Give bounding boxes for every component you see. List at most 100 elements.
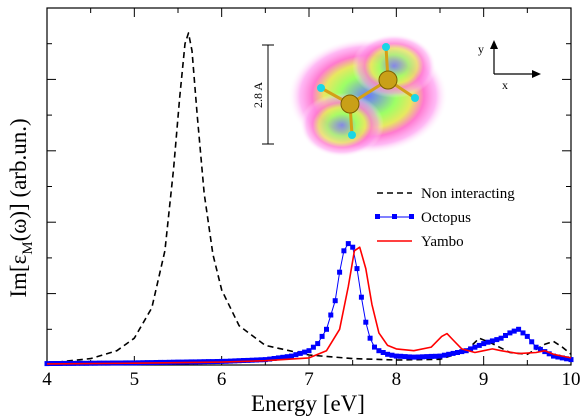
atom-h-1 bbox=[317, 84, 325, 92]
atom-h-2 bbox=[348, 131, 356, 139]
x-tick-label-10: 10 bbox=[562, 369, 581, 390]
octopus-marker bbox=[236, 358, 242, 364]
octopus-marker bbox=[533, 344, 539, 350]
y-axis-title: Im[εM(ω)] (arb.un.) bbox=[6, 118, 36, 297]
octopus-marker bbox=[376, 348, 382, 354]
octopus-marker bbox=[310, 344, 316, 350]
octopus-marker bbox=[455, 350, 460, 355]
octopus-marker bbox=[385, 351, 391, 357]
legend-item-non-interacting: Non interacting bbox=[377, 186, 515, 202]
octopus-marker bbox=[249, 357, 255, 363]
legend-marker-octopus-1 bbox=[375, 214, 380, 219]
octopus-marker bbox=[254, 357, 260, 363]
inset-y-label: y bbox=[478, 42, 484, 56]
legend-label-yambo: Yambo bbox=[421, 234, 464, 250]
octopus-marker bbox=[524, 333, 530, 339]
x-arrow-head bbox=[532, 70, 541, 78]
octopus-marker bbox=[328, 312, 334, 318]
octopus-marker bbox=[450, 350, 456, 356]
octopus-marker bbox=[398, 353, 404, 359]
octopus-marker bbox=[555, 354, 561, 360]
octopus-marker bbox=[358, 294, 364, 300]
legend-marker-octopus-3 bbox=[409, 214, 414, 219]
octopus-marker bbox=[546, 351, 552, 357]
octopus-marker bbox=[529, 339, 535, 345]
octopus-marker bbox=[289, 353, 294, 359]
octopus-marker bbox=[363, 319, 369, 325]
xy-axes-indicator: y x bbox=[478, 40, 541, 92]
octopus-marker bbox=[406, 354, 412, 360]
octopus-marker bbox=[337, 269, 343, 275]
x-axis-title: Energy [eV] bbox=[251, 391, 365, 416]
octopus-marker bbox=[293, 352, 299, 358]
octopus-marker bbox=[559, 355, 565, 361]
legend-label-non-interacting: Non interacting bbox=[421, 186, 515, 202]
y-arrow-head bbox=[490, 40, 498, 49]
octopus-marker bbox=[459, 349, 465, 355]
octopus-marker bbox=[367, 335, 373, 341]
legend-label-octopus: Octopus bbox=[421, 210, 471, 226]
octopus-marker bbox=[354, 266, 360, 272]
inset-x-label: x bbox=[502, 78, 508, 92]
octopus-marker bbox=[437, 353, 443, 359]
octopus-marker bbox=[402, 354, 408, 360]
octopus-marker bbox=[476, 342, 482, 348]
octopus-marker bbox=[350, 244, 356, 250]
octopus-marker bbox=[468, 346, 474, 352]
octopus-marker bbox=[520, 330, 526, 336]
legend-marker-octopus-2 bbox=[392, 214, 397, 219]
octopus-marker bbox=[472, 344, 478, 350]
octopus-marker bbox=[332, 298, 338, 304]
scale-bar-label: 2.8 A bbox=[251, 82, 265, 108]
atom-carbon-1 bbox=[340, 94, 360, 114]
octopus-marker bbox=[372, 344, 377, 350]
y-axis-title-main: Im[ε bbox=[6, 255, 31, 298]
octopus-marker bbox=[271, 356, 277, 361]
octopus-marker bbox=[441, 352, 447, 358]
octopus-marker bbox=[420, 354, 425, 360]
x-tick-label-7: 7 bbox=[304, 369, 314, 390]
atom-carbon-2 bbox=[378, 70, 398, 90]
octopus-marker bbox=[542, 349, 548, 355]
octopus-marker bbox=[415, 354, 421, 360]
octopus-marker bbox=[389, 352, 395, 358]
series-line-octopus bbox=[46, 243, 572, 365]
octopus-marker bbox=[568, 357, 574, 363]
octopus-marker bbox=[503, 333, 508, 338]
octopus-marker bbox=[511, 328, 517, 334]
octopus-marker bbox=[241, 358, 246, 363]
atom-h-3 bbox=[382, 43, 390, 51]
axis-ticks: 4 5 6 7 8 9 10 bbox=[42, 8, 581, 390]
octopus-marker bbox=[315, 341, 321, 347]
octopus-marker bbox=[275, 355, 281, 361]
octopus-marker bbox=[537, 346, 543, 352]
octopus-marker bbox=[481, 341, 487, 347]
octopus-marker bbox=[245, 357, 251, 363]
molecule-inset: 2.8 A y x bbox=[251, 34, 541, 157]
octopus-marker bbox=[267, 356, 273, 362]
series-line-non-interacting bbox=[46, 32, 572, 364]
octopus-marker bbox=[262, 357, 268, 363]
y-axis-title-sub: M bbox=[20, 241, 36, 254]
octopus-marker bbox=[428, 353, 434, 359]
octopus-marker bbox=[485, 339, 491, 345]
atom-h-4 bbox=[411, 94, 419, 102]
octopus-marker bbox=[319, 333, 325, 339]
octopus-marker bbox=[324, 326, 329, 332]
octopus-marker bbox=[424, 354, 430, 360]
series-line-yambo bbox=[46, 246, 572, 365]
octopus-marker bbox=[516, 326, 522, 332]
x-tick-label-5: 5 bbox=[130, 369, 140, 390]
octopus-marker bbox=[284, 354, 290, 360]
octopus-marker bbox=[433, 353, 439, 359]
octopus-marker bbox=[258, 357, 264, 363]
octopus-marker bbox=[411, 354, 417, 360]
octopus-marker bbox=[341, 248, 347, 254]
x-tick-label-4: 4 bbox=[42, 369, 52, 390]
octopus-marker bbox=[280, 354, 286, 360]
x-tick-label-6: 6 bbox=[217, 369, 227, 390]
octopus-marker bbox=[380, 350, 386, 355]
octopus-marker bbox=[393, 353, 399, 359]
legend-item-yambo: Yambo bbox=[377, 234, 464, 250]
